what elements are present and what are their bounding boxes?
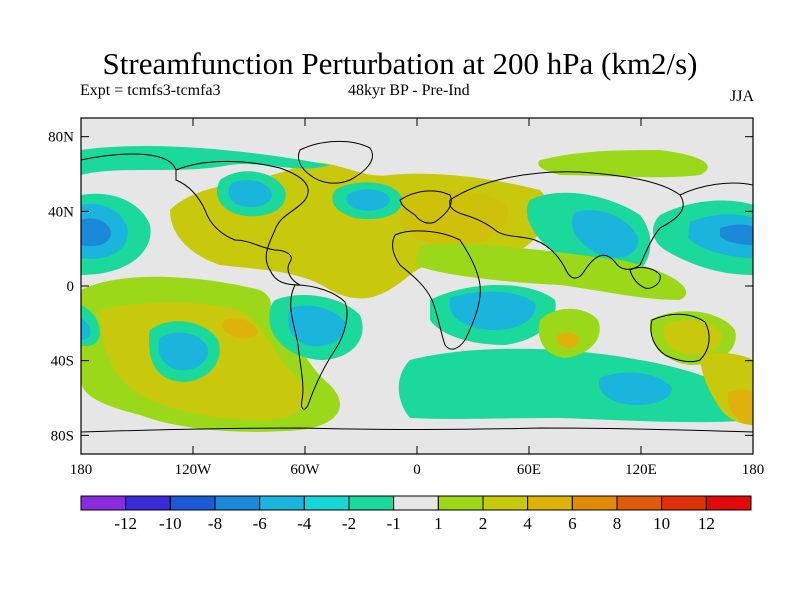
colorbar-label: 1 [434, 514, 443, 533]
y-tick-label: 40N [48, 204, 74, 220]
colorbar-swatch [348, 495, 395, 511]
y-tick-label: 0 [67, 279, 75, 295]
colorbar-swatch [437, 495, 484, 511]
x-tick-label: 60W [290, 462, 320, 478]
colorbar-label: 2 [479, 514, 488, 533]
contour-field [81, 118, 753, 454]
colorbar-label: -12 [114, 514, 137, 533]
colorbar-label: 8 [613, 514, 622, 533]
colorbar-label: -8 [208, 514, 222, 533]
colorbar-label: -2 [342, 514, 356, 533]
colorbar-label: -1 [387, 514, 401, 533]
y-tick-label: 40S [51, 354, 74, 370]
colorbar-swatch [80, 495, 127, 511]
period-label: 48kyr BP - Pre-Ind [348, 82, 470, 99]
y-axis-ticks: 80N 40N 0 40S 80S [48, 130, 753, 444]
x-axis-ticks: 180 120W 60W 0 60E 120E 180 [70, 118, 765, 478]
colorbar-label: 4 [523, 514, 532, 533]
colorbar: -12 -10 -8 -6 -4 -2 -1 1 2 4 6 8 10 12 [80, 495, 752, 533]
colorbar-swatch [125, 495, 171, 511]
season-label: JJA [730, 88, 755, 105]
map-title: Streamfunction Perturbation at 200 hPa (… [102, 46, 698, 81]
x-tick-label: 120E [625, 462, 657, 478]
coastlines [81, 140, 753, 433]
colorbar-label: 12 [698, 514, 715, 533]
colorbar-label: -10 [159, 514, 182, 533]
colorbar-swatch [571, 495, 618, 511]
colorbar-swatch [259, 495, 305, 511]
colorbar-swatch [214, 495, 261, 511]
experiment-label: Expt = tcmfs3-tcmfa3 [80, 82, 221, 99]
x-tick-label: 120W [175, 462, 213, 478]
colorbar-swatch [169, 495, 216, 511]
colorbar-swatch [661, 495, 707, 511]
colorbar-label: 6 [568, 514, 577, 533]
colorbar-swatch [705, 495, 752, 511]
y-tick-label: 80S [51, 428, 74, 444]
colorbar-swatch [616, 495, 663, 511]
colorbar-swatch [482, 495, 529, 511]
x-tick-label: 60E [517, 462, 541, 478]
colorbar-label: 10 [653, 514, 670, 533]
y-tick-label: 80N [48, 130, 74, 146]
x-tick-label: 0 [413, 462, 421, 478]
colorbar-swatch [393, 495, 439, 511]
colorbar-swatch [303, 495, 350, 511]
x-tick-label: 180 [742, 462, 765, 478]
colorbar-label: -4 [297, 514, 312, 533]
x-tick-label: 180 [70, 462, 93, 478]
colorbar-label: -6 [253, 514, 267, 533]
colorbar-swatch [527, 495, 573, 511]
